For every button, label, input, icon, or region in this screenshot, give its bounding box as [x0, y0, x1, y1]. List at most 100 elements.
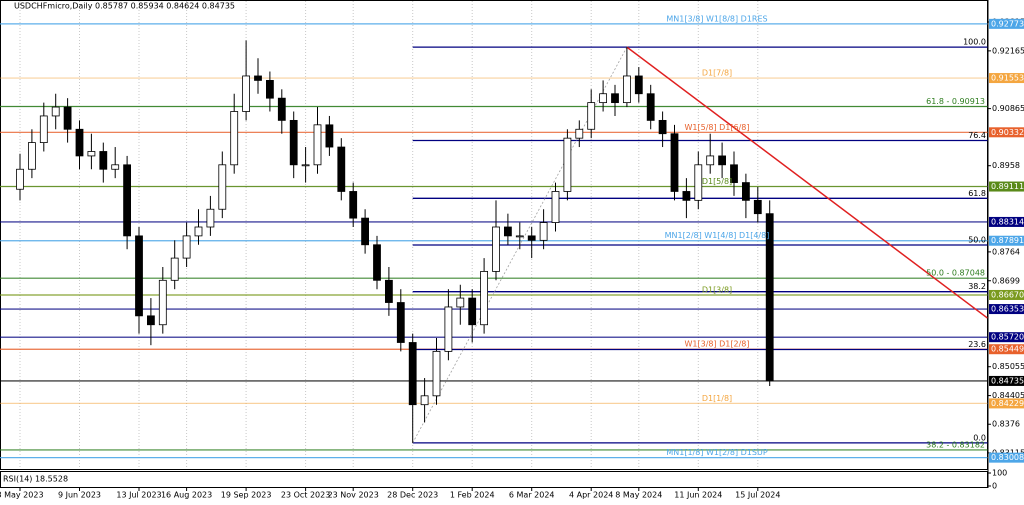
- candle-body: [503, 226, 512, 237]
- price-tag: [989, 452, 1024, 463]
- candle-body: [396, 302, 405, 343]
- candle-body: [301, 164, 310, 167]
- x-tick-label: 11 Jun 2024: [674, 491, 722, 500]
- x-tick-label: 28 Dec 2023: [387, 491, 438, 500]
- y-tick-label: 0.8958: [992, 161, 1020, 170]
- price-tag: [989, 344, 1024, 355]
- candle-body: [408, 342, 417, 406]
- price-tag-label: 0.88314: [991, 217, 1024, 226]
- fib-label: 61.8: [968, 189, 986, 198]
- candle-body: [325, 124, 334, 148]
- candle-body: [551, 191, 560, 223]
- level-label: W1[5/8] D1[6/8]: [684, 123, 749, 132]
- price-tag: [989, 73, 1024, 84]
- price-tag: [989, 375, 1024, 386]
- candle-body: [135, 235, 143, 317]
- x-tick-label: 13 Jul 2023: [116, 491, 161, 500]
- candle-body: [27, 142, 36, 170]
- level-label: 50.0 - 0.87048: [926, 269, 985, 278]
- candle-body: [289, 119, 298, 166]
- candle-body: [611, 93, 619, 104]
- rsi-tick-label: 100: [992, 469, 1007, 478]
- x-tick-label: 19 Sep 2023: [221, 491, 272, 500]
- x-tick-label: 16 Aug 2023: [161, 491, 212, 500]
- candle-body: [468, 297, 477, 326]
- candle-body: [670, 133, 679, 192]
- candle-body: [539, 222, 548, 241]
- candle-body: [242, 75, 251, 112]
- candle-body: [384, 279, 393, 303]
- candle-body: [730, 164, 738, 183]
- fib-label: 100.0: [963, 38, 986, 47]
- candle-body: [444, 306, 453, 352]
- candle-body: [623, 75, 631, 104]
- candle-body: [361, 217, 370, 246]
- candle-body: [706, 155, 715, 166]
- x-tick-label: 1 Feb 2024: [450, 491, 495, 500]
- candle-body: [575, 128, 584, 139]
- x-tick-label: 8 May 2023: [0, 491, 44, 500]
- candle-body: [634, 75, 643, 95]
- y-tick-label: 0.84405: [992, 391, 1024, 400]
- candle-body: [373, 244, 381, 281]
- candle-body: [718, 155, 726, 166]
- candle-body: [99, 151, 108, 170]
- candle-body: [480, 271, 489, 326]
- candle-body: [682, 191, 691, 201]
- candle-body: [349, 191, 358, 219]
- candle-body: [742, 182, 750, 201]
- price-tag: [989, 127, 1024, 138]
- candle-body: [51, 106, 60, 117]
- candle-body: [313, 124, 322, 166]
- candle-body: [123, 164, 131, 237]
- price-tag: [989, 18, 1024, 29]
- price-tag-label: 0.92773: [991, 19, 1024, 28]
- rsi-label: RSI(14) 18.5528: [3, 475, 68, 484]
- x-tick-label: 23 Oct 2023: [281, 491, 330, 500]
- price-tag-label: 0.91553: [991, 74, 1024, 83]
- candle-body: [527, 235, 536, 241]
- x-tick-label: 23 Nov 2023: [328, 491, 379, 500]
- level-label: MN1[3/8] W1[8/8] D1RES: [666, 14, 767, 23]
- price-tag: [989, 398, 1024, 409]
- y-tick-label: 0.92165: [992, 46, 1024, 55]
- x-tick-label: 8 May 2024: [615, 491, 662, 500]
- x-tick-label: 6 Mar 2024: [509, 491, 555, 500]
- candle-body: [599, 93, 607, 104]
- price-tag-label: 0.90332: [991, 128, 1024, 137]
- candle-body: [170, 257, 179, 281]
- candle-body: [515, 235, 524, 238]
- candle-body: [230, 111, 239, 166]
- y-tick-label: 0.85055: [992, 362, 1024, 371]
- rsi-frame: [0, 471, 988, 488]
- candle-body: [39, 115, 48, 143]
- level-label: MN1[2/8] W1[4/8] D1[4/8]: [665, 231, 770, 240]
- y-tick-label: 0.8699: [992, 276, 1020, 285]
- candle-body: [218, 164, 227, 210]
- y-tick-label: 0.8376: [992, 420, 1020, 429]
- fib-label: 23.6: [968, 340, 986, 349]
- candle-body: [16, 168, 24, 190]
- level-label: D1[7/8]: [702, 69, 732, 78]
- price-tag: [989, 181, 1024, 192]
- price-tag: [989, 304, 1024, 315]
- candle-body: [765, 213, 774, 382]
- candle-body: [694, 164, 703, 201]
- price-tag: [989, 332, 1024, 343]
- candle-body: [63, 106, 72, 130]
- candle-body: [182, 235, 191, 259]
- level-label: D1[3/8]: [702, 285, 732, 294]
- candle-body: [432, 350, 441, 397]
- level-label: D1[1/8]: [702, 394, 732, 403]
- x-tick-label: 9 Jun 2023: [58, 491, 101, 500]
- price-tag-label: 0.89111: [991, 182, 1024, 191]
- y-tick-label: 0.8764: [992, 247, 1020, 256]
- fib-label: 38.2: [968, 282, 986, 291]
- level-label: W1[3/8] D1[2/8]: [684, 340, 749, 349]
- candle-body: [206, 208, 215, 228]
- price-tag-label: 0.83008: [991, 453, 1024, 462]
- candle-body: [111, 164, 120, 170]
- fib-label: 0.0: [973, 433, 986, 442]
- candle-body: [337, 146, 346, 192]
- price-tag: [989, 235, 1024, 246]
